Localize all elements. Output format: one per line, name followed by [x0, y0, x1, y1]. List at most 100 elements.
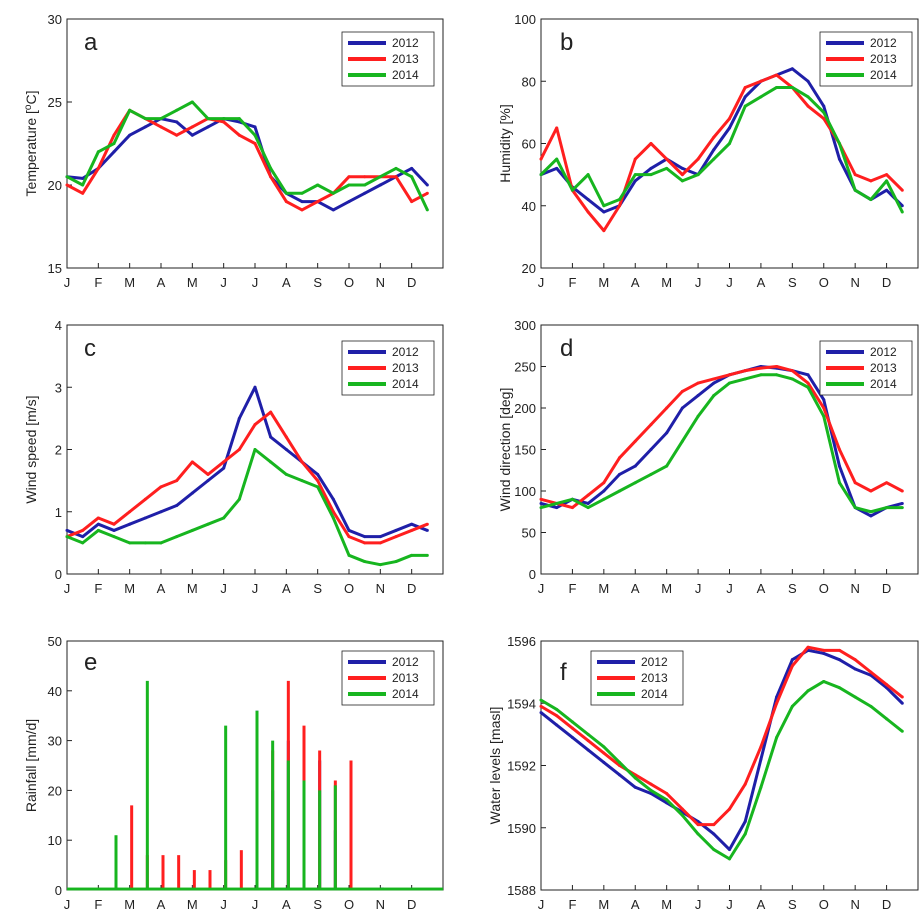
data-point	[570, 726, 574, 730]
data-point	[728, 807, 731, 811]
data-point	[347, 553, 351, 557]
data-point	[570, 506, 574, 510]
data-point	[775, 735, 779, 739]
y-tick-label: 20	[48, 178, 62, 193]
data-point	[618, 198, 622, 202]
x-tick-label: A	[157, 897, 166, 912]
data-point	[112, 142, 116, 145]
data-point	[618, 489, 622, 493]
data-point	[331, 516, 335, 520]
data-point	[900, 506, 904, 510]
data-point	[112, 535, 116, 539]
data-point	[602, 745, 606, 749]
data-point	[743, 782, 747, 786]
y-tick-label: 25	[48, 95, 62, 110]
data-point	[696, 823, 700, 827]
data-point	[81, 183, 85, 187]
data-point	[175, 479, 179, 483]
series-2014	[65, 448, 429, 567]
x-tick-label: A	[631, 581, 640, 596]
data-point	[378, 535, 382, 539]
data-point	[806, 385, 810, 389]
data-point	[65, 175, 69, 179]
data-point	[885, 173, 889, 177]
data-point	[837, 464, 841, 468]
legend-label: 2012	[392, 36, 419, 50]
series-2014	[67, 680, 443, 891]
x-tick-label: M	[598, 581, 609, 596]
data-point	[539, 173, 543, 177]
panel-label: a	[84, 29, 98, 56]
x-tick-label: J	[538, 275, 545, 290]
data-point	[885, 506, 889, 510]
y-axis-label: Humidity [%]	[497, 104, 513, 183]
data-point	[363, 541, 367, 545]
data-point	[112, 528, 116, 532]
data-point	[869, 514, 873, 518]
y-tick-label: 1590	[507, 821, 536, 836]
data-point	[363, 183, 367, 187]
data-point	[410, 528, 414, 532]
data-point	[712, 377, 716, 381]
legend-label: 2014	[870, 377, 897, 391]
y-tick-label: 3	[55, 380, 62, 395]
data-point	[378, 563, 382, 567]
data-point	[222, 117, 226, 121]
data-point	[65, 183, 69, 187]
series-line	[540, 373, 903, 514]
data-point	[775, 701, 779, 705]
legend-label: 2014	[392, 68, 419, 82]
data-point	[206, 522, 210, 526]
data-point	[869, 198, 873, 202]
y-axis-label: Wind speed [m/s]	[23, 395, 39, 503]
x-tick-label: M	[661, 897, 672, 912]
data-point	[586, 173, 590, 177]
data-point	[618, 472, 622, 476]
x-tick-label: M	[661, 581, 672, 596]
data-point	[175, 133, 179, 137]
legend-label: 2013	[392, 671, 419, 685]
data-point	[143, 516, 147, 520]
data-point	[665, 431, 669, 435]
data-point	[394, 528, 398, 532]
x-tick-label: J	[538, 581, 545, 596]
data-point	[378, 541, 382, 545]
series-2013	[539, 365, 904, 510]
x-tick-label: A	[757, 275, 766, 290]
data-point	[900, 501, 904, 505]
data-point	[96, 166, 100, 170]
data-point	[790, 664, 794, 668]
data-point	[237, 497, 241, 501]
data-point	[237, 416, 241, 420]
data-point	[128, 133, 132, 137]
x-tick-label: J	[220, 897, 227, 912]
data-point	[316, 472, 320, 476]
y-tick-label: 0	[55, 883, 62, 898]
data-point	[649, 788, 653, 792]
data-point	[190, 491, 194, 495]
x-tick-label: M	[598, 897, 609, 912]
data-point	[680, 807, 684, 811]
data-point	[347, 175, 351, 179]
data-point	[394, 535, 398, 539]
x-tick-label: M	[124, 275, 135, 290]
x-tick-label: J	[726, 275, 733, 290]
data-point	[618, 204, 622, 208]
data-point	[680, 179, 684, 183]
data-point	[900, 701, 904, 705]
data-point	[410, 522, 414, 526]
data-point	[269, 460, 273, 464]
data-point	[347, 183, 351, 187]
x-tick-label: M	[187, 897, 198, 912]
data-point	[900, 188, 904, 192]
data-point	[665, 792, 669, 796]
x-tick-label: M	[187, 581, 198, 596]
data-point	[539, 506, 543, 510]
data-point	[253, 142, 257, 145]
x-tick-label: S	[313, 275, 322, 290]
legend-label: 2012	[870, 36, 897, 50]
x-tick-label: J	[538, 897, 545, 912]
data-point	[633, 173, 637, 177]
data-point	[869, 704, 873, 708]
legend-label: 2012	[392, 345, 419, 359]
